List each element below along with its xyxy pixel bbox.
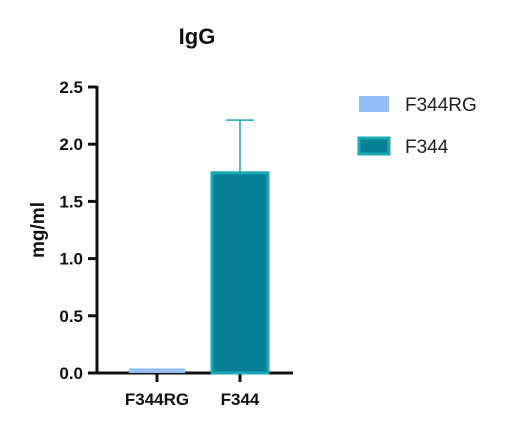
legend-swatch-f344	[357, 136, 391, 156]
x-tick-label: F344RG	[125, 390, 189, 409]
bar-f344	[210, 171, 270, 375]
chart-title: IgG	[179, 24, 216, 49]
y-tick-label: 0.0	[59, 364, 83, 383]
y-tick-label: 2.0	[59, 135, 83, 154]
legend: F344RG F344	[357, 95, 477, 158]
legend-label-f344rg: F344RG	[405, 95, 477, 116]
y-tick-label: 1.0	[59, 250, 83, 269]
bar-f344rg	[129, 368, 185, 373]
x-axis: F344RG F344	[95, 371, 293, 409]
bars-group	[129, 171, 270, 375]
y-tick-label: 1.5	[59, 192, 83, 211]
legend-swatch-f344rg	[359, 96, 389, 112]
error-bars-group	[226, 119, 254, 173]
y-axis: 0.0 0.5 1.0 1.5 2.0 2.5	[59, 78, 99, 383]
legend-label-f344: F344	[405, 137, 449, 158]
y-tick-label: 2.5	[59, 78, 83, 97]
y-axis-label: mg/ml	[28, 202, 49, 258]
y-tick-label: 0.5	[59, 307, 83, 326]
x-tick-label: F344	[221, 390, 260, 409]
